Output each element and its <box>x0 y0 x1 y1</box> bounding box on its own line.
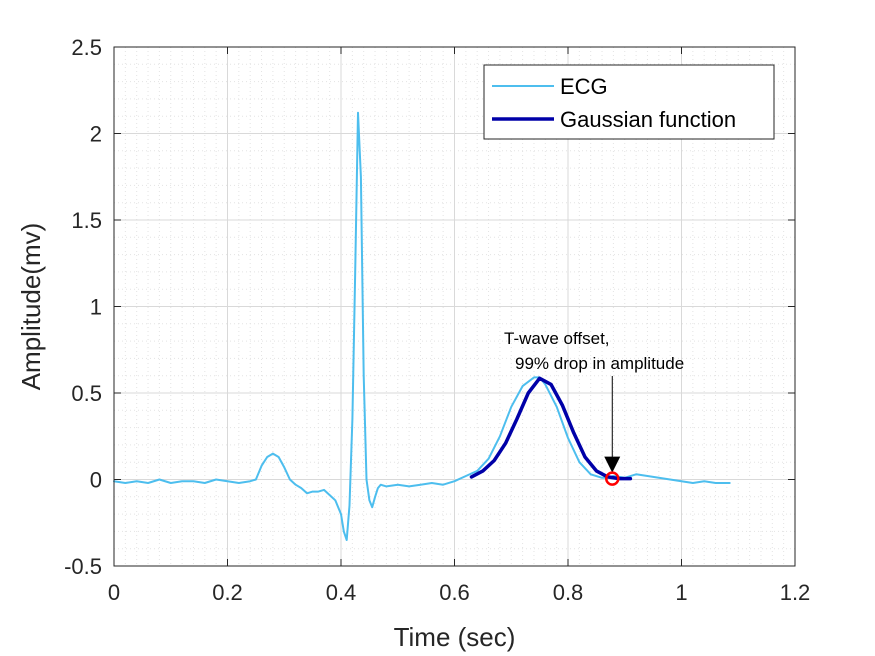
x-tick-label: 0 <box>108 580 120 605</box>
x-tick-label: 1.2 <box>780 580 811 605</box>
annotation-layer <box>604 376 621 486</box>
x-axis-label: Time (sec) <box>394 622 516 652</box>
legend-box <box>483 64 775 140</box>
y-tick-label: 2.5 <box>71 35 102 60</box>
annotation-line1: T-wave offset, <box>504 329 610 348</box>
annotation-arrow-head <box>604 456 621 473</box>
x-tick-label: 0.2 <box>212 580 243 605</box>
legend-label-gaussian: Gaussian function <box>560 107 736 132</box>
x-tick-label: 0.4 <box>326 580 357 605</box>
y-tick-label: 2 <box>90 122 102 147</box>
series-gaussian-line <box>469 376 633 481</box>
legend-label-ecg: ECG <box>560 74 608 99</box>
legend: ECG Gaussian function <box>483 64 775 140</box>
x-tick-label: 1 <box>675 580 687 605</box>
y-tick-label: 1.5 <box>71 208 102 233</box>
annotation-line2: 99% drop in amplitude <box>515 354 684 373</box>
series-layer <box>113 111 731 541</box>
x-tick-label: 0.6 <box>439 580 470 605</box>
y-tick-label: 0.5 <box>71 381 102 406</box>
y-tick-labels: -0.5 0 0.5 1 1.5 2 2.5 <box>64 35 102 579</box>
x-tick-labels: 0 0.2 0.4 0.6 0.8 1 1.2 <box>108 580 810 605</box>
y-tick-label: -0.5 <box>64 554 102 579</box>
x-tick-label: 0.8 <box>553 580 584 605</box>
series-ecg-line <box>113 111 731 541</box>
y-axis-label: Amplitude(mv) <box>16 223 46 391</box>
y-tick-label: 0 <box>90 468 102 493</box>
axis-ticks <box>113 46 796 567</box>
twave-offset-marker <box>605 471 620 486</box>
y-tick-label: 1 <box>90 295 102 320</box>
